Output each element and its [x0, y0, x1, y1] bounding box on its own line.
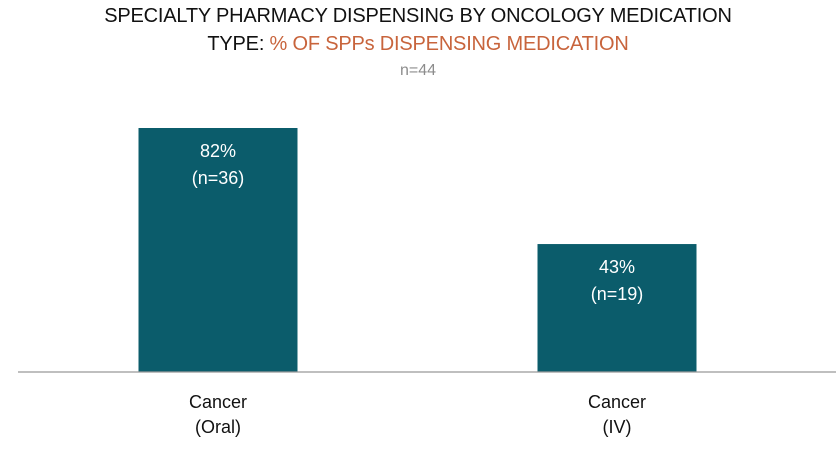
chart-subtitle: n=44 — [399, 62, 437, 79]
chart-title-accent: % OF SPPs DISPENSING MEDICATION — [269, 33, 629, 55]
bar-1 — [138, 128, 298, 372]
x-tick-label-1-line-2: (Oral) — [195, 417, 241, 437]
bar-1-data-label-2: (n=36) — [192, 168, 245, 188]
chart-title-line1: SPECIALTY PHARMACY DISPENSING BY ONCOLOG… — [104, 5, 732, 27]
x-tick-label-1-line-1: Cancer — [189, 392, 247, 412]
x-tick-label-2-line-2: (IV) — [603, 417, 632, 437]
bar-2-data-label-1: 43% — [599, 257, 635, 277]
chart-title-prefix: TYPE: — [207, 33, 270, 55]
chart-title-line2: TYPE: % OF SPPs DISPENSING MEDICATION — [0, 33, 836, 56]
bar-2-data-label-2: (n=19) — [591, 284, 644, 304]
bar-2 — [537, 244, 697, 372]
x-tick-label-2-line-1: Cancer — [588, 392, 646, 412]
bar-1-data-label-1: 82% — [200, 141, 236, 161]
